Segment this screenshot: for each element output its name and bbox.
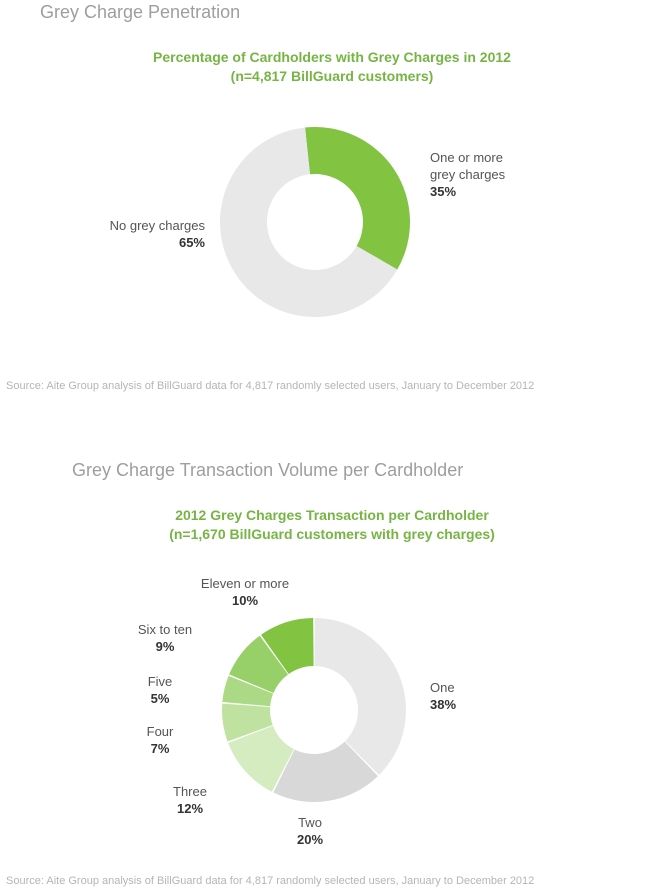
donut-slice [314,618,406,775]
slice-label: Six to ten9% [105,622,225,656]
slice-label: One or moregrey charges35% [430,150,505,201]
slice-label: Four7% [100,724,220,758]
slice-label: Two20% [250,815,370,849]
chart1-source: Source: Aite Group analysis of BillGuard… [6,380,534,392]
slice-label: One38% [430,680,456,714]
slice-label: Eleven or more10% [185,576,305,610]
donut-chart-2 [0,440,664,860]
donut-chart-1 [0,0,664,360]
slice-label: No grey charges65% [95,218,205,252]
chart2-source: Source: Aite Group analysis of BillGuard… [6,875,534,887]
slice-label: Three12% [130,784,250,818]
slice-label: Five5% [100,674,220,708]
